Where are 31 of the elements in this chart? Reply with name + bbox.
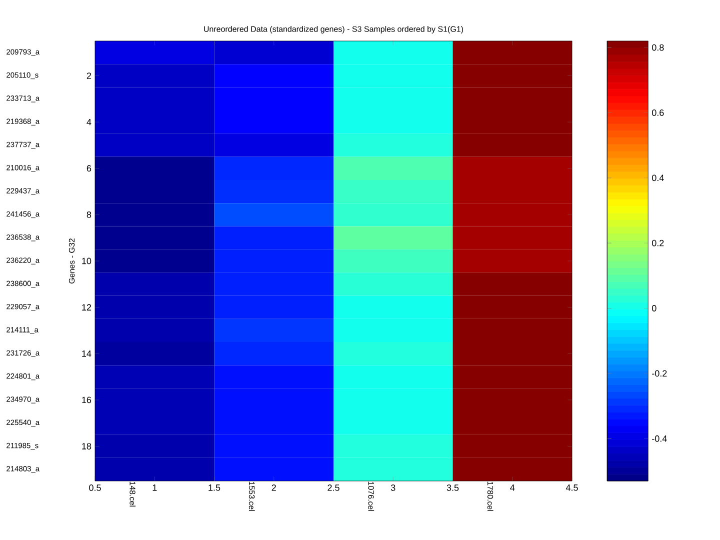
text: 3 [390,484,396,491]
y2-tick-label: 6 [86,165,92,172]
text: 1.5 [208,484,220,491]
color-bar-label: -0.4 [652,435,667,442]
y2-tick-label: 2 [86,72,92,79]
y2-tick-label: 12 [82,304,92,310]
text: 3.5 [446,484,459,491]
y2-tick-label: 14 [82,350,92,357]
x-tick-label: 1780.cel [487,482,494,511]
color-bar-label: 0.2 [652,240,664,246]
y2-tick-label: 10 [82,258,92,264]
text: 1 [152,484,157,491]
color-bar-label: 0.6 [652,110,664,116]
color-bar-label: -0.2 [652,370,667,377]
color-bar-label: 0.4 [652,174,664,182]
text: 2.5 [328,484,340,491]
text: 0.5 [89,484,101,491]
x-tick-label: 1553.cel [248,482,255,511]
y2-tick-label: 18 [82,443,92,450]
y2-tick-label: 4 [86,118,92,126]
text: 4 [510,484,515,491]
text: 2 [272,484,276,491]
x-tick-label: 148.cel [130,482,136,506]
text: 4.5 [566,484,578,491]
chart-title: Unreordered Data (standardized genes) - S3 Samples ordered by S1(G1) [204,26,464,34]
y2-tick-label: 8 [86,211,92,218]
y-axis-title: Genes - G32 [68,238,75,284]
x-tick-label: 1076.cel [368,482,374,511]
y2-tick-label: 16 [82,396,92,404]
color-bar-label: 0.8 [652,44,664,51]
color-bar-label: 0 [652,305,656,312]
